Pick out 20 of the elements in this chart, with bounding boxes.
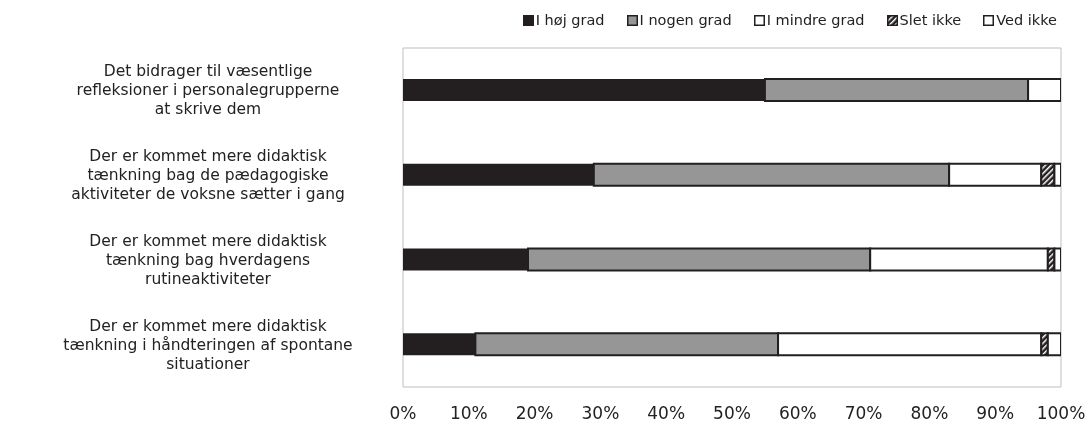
x-tick-label: 30% xyxy=(581,403,620,424)
y-tick-label: Der er kommet mere didaktisk tænkning bag hverdagens rutineaktiviteter xyxy=(89,231,327,288)
x-tick-label: 90% xyxy=(976,403,1015,424)
x-tick-label: 100% xyxy=(1036,403,1086,424)
x-tick-label: 70% xyxy=(844,403,883,424)
x-tick-label: 60% xyxy=(778,403,817,424)
legend-label: Slet ikke xyxy=(898,12,962,28)
y-tick-label: Der er kommet mere didaktisk tænkning i håndteringen af spontane situationer xyxy=(63,316,353,373)
x-tick-label: 10% xyxy=(449,403,488,424)
x-tick-label: 80% xyxy=(910,403,949,424)
x-tick-label: 20% xyxy=(515,403,554,424)
y-tick-label: Det bidrager til væsentlige refleksioner i personalegrupperne at skrive dem xyxy=(76,61,340,118)
y-tick-label: Der er kommet mere didaktisk tænkning bag de pædagogiske aktiviteter de voksne sætter i gang xyxy=(71,146,345,203)
legend-label: I nogen grad xyxy=(638,12,732,28)
x-tick-label: 0% xyxy=(389,403,417,424)
x-tick-label: 40% xyxy=(647,403,686,424)
legend-label: I høj grad xyxy=(534,12,605,28)
x-tick-label: 50% xyxy=(713,403,751,424)
legend-label: I mindre grad xyxy=(765,12,865,28)
legend-label: Ved ikke xyxy=(995,12,1057,28)
